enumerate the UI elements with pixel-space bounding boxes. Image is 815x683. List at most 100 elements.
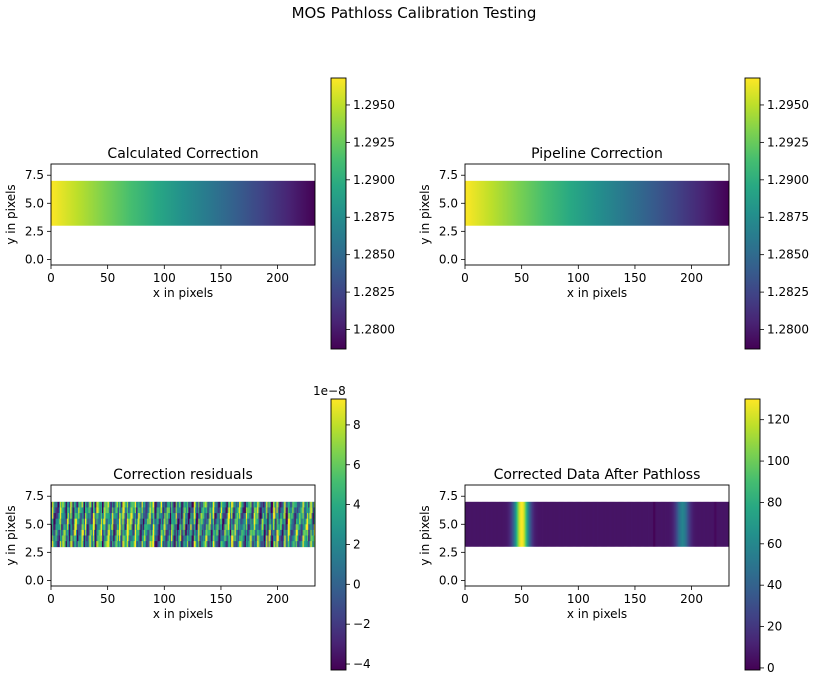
heatmap-cell	[72, 507, 75, 514]
heatmap-column	[613, 501, 615, 547]
heatmap-cell	[241, 507, 243, 514]
heatmap-column	[696, 501, 698, 547]
heatmap-cell	[73, 518, 76, 525]
heatmap-column	[466, 501, 468, 547]
heatmap-cell	[148, 513, 150, 520]
heatmap-cell	[292, 501, 294, 508]
heatmap-cell	[87, 524, 89, 531]
heatmap-cell	[171, 535, 173, 542]
axes-frame	[50, 163, 316, 266]
heatmap-cell	[205, 501, 207, 508]
heatmap-cell	[137, 524, 139, 531]
heatmap-cell	[70, 513, 72, 520]
heatmap-column	[611, 501, 613, 547]
heatmap-cell	[80, 501, 82, 508]
heatmap-cell	[111, 524, 113, 531]
heatmap-cell	[250, 535, 252, 542]
heatmap-cell	[307, 518, 309, 525]
heatmap-cell	[160, 518, 163, 525]
heatmap-cell	[303, 524, 306, 531]
heatmap-cell	[207, 524, 209, 531]
heatmap-cell	[117, 535, 120, 542]
heatmap-cell	[282, 501, 284, 508]
heatmap-cell	[240, 513, 242, 520]
heatmap-cell	[111, 518, 113, 525]
heatmap-cell	[292, 524, 294, 531]
heatmap-cell	[177, 535, 180, 542]
heatmap-cell	[121, 529, 123, 536]
heatmap-cell	[243, 507, 246, 514]
heatmap-cell	[264, 541, 266, 548]
heatmap-cell	[176, 518, 179, 525]
heatmap-cell	[224, 518, 226, 525]
heatmap-cell	[259, 507, 262, 514]
heatmap-column	[695, 501, 697, 547]
heatmap-cell	[132, 518, 135, 525]
heatmap-cell	[163, 541, 165, 548]
heatmap-image	[465, 180, 729, 226]
heatmap-column	[675, 501, 678, 547]
heatmap-column	[717, 501, 720, 547]
heatmap-column	[529, 501, 532, 547]
heatmap-cell	[219, 513, 222, 520]
heatmap-column	[622, 501, 625, 547]
heatmap-cell	[181, 507, 183, 514]
heatmap-cell	[56, 513, 59, 520]
heatmap-cell	[242, 501, 245, 508]
heatmap-cell	[286, 501, 289, 508]
heatmap-cell	[232, 529, 234, 536]
heatmap-cell	[302, 535, 305, 542]
heatmap-cell	[210, 535, 213, 542]
heatmap-cell	[250, 541, 252, 548]
heatmap-cell	[264, 518, 266, 525]
heatmap-cell	[56, 501, 59, 508]
heatmap-cell	[164, 535, 166, 542]
heatmap-cell	[222, 524, 224, 531]
heatmap-cell	[175, 524, 178, 531]
heatmap-cell	[75, 524, 78, 531]
heatmap-cell	[87, 529, 89, 536]
heatmap-cell	[264, 535, 266, 542]
heatmap-cell	[230, 541, 232, 548]
heatmap-cell	[197, 529, 199, 536]
heatmap-cell	[63, 524, 65, 531]
heatmap-column	[465, 501, 467, 547]
heatmap-cell	[157, 518, 160, 525]
heatmap-cell	[51, 541, 53, 548]
heatmap-cell	[84, 524, 87, 531]
heatmap-cell	[96, 529, 98, 536]
heatmap-cell	[65, 513, 68, 520]
heatmap-cell	[143, 501, 146, 508]
heatmap-cell	[83, 513, 86, 520]
heatmap-cell	[172, 518, 174, 525]
heatmap-column	[521, 501, 524, 547]
heatmap-cell	[105, 518, 107, 525]
heatmap-cell	[231, 524, 233, 531]
heatmap-cell	[291, 513, 293, 520]
heatmap-cell	[208, 535, 211, 542]
heatmap-cell	[57, 507, 60, 514]
heatmap-cell	[305, 518, 308, 525]
heatmap-column	[560, 501, 562, 547]
heatmap-cell	[296, 524, 299, 531]
panel-title: Correction residuals	[113, 467, 253, 483]
heatmap-column	[497, 501, 500, 547]
heatmap-cell	[157, 535, 160, 542]
heatmap-cell	[66, 524, 69, 531]
heatmap-cell	[295, 529, 298, 536]
heatmap-cell	[226, 535, 229, 542]
heatmap-cell	[158, 529, 161, 536]
heatmap-cell	[188, 513, 190, 520]
heatmap-column	[628, 501, 630, 547]
heatmap-cell	[269, 529, 272, 536]
heatmap-cell	[134, 518, 137, 525]
heatmap-cell	[139, 529, 141, 536]
heatmap-cell	[305, 541, 308, 548]
heatmap-cell	[74, 529, 77, 536]
heatmap-cell	[115, 535, 118, 542]
heatmap-cell	[107, 501, 110, 508]
colorbar-gradient	[330, 77, 347, 350]
heatmap-cell	[151, 535, 154, 542]
heatmap-cell	[245, 513, 248, 520]
heatmap-cell	[106, 507, 109, 514]
